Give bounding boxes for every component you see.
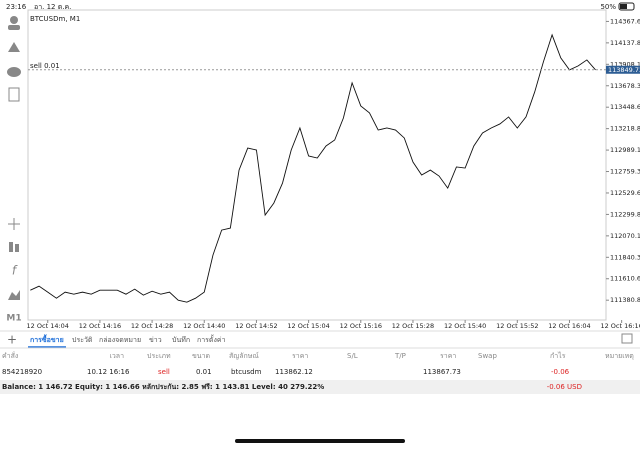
column-header: T/P	[394, 352, 406, 360]
x-tick-label: 12 Oct 15:04	[287, 322, 329, 330]
column-header: สัญลักษณ์	[229, 352, 259, 360]
price-line	[30, 33, 596, 303]
x-tick-label: 12 Oct 15:28	[392, 322, 434, 330]
chart-title: BTCUSDm, M1	[30, 15, 80, 23]
battery-icon	[618, 2, 635, 11]
y-tick-label: 111610.60	[610, 275, 640, 283]
x-tick-label: 12 Oct 14:40	[183, 322, 225, 330]
tab[interactable]: การตั้งค่า	[197, 333, 226, 344]
column-header: ประเภท	[147, 352, 171, 360]
icon-chat[interactable]	[7, 67, 21, 77]
x-tick-label: 12 Oct 14:28	[131, 322, 173, 330]
cell: 113867.73	[423, 368, 461, 376]
icon-candles[interactable]	[9, 242, 13, 252]
x-tick-label: 12 Oct 14:04	[27, 322, 69, 330]
plot-frame	[27, 9, 607, 321]
cell: 10.12 16:16	[87, 368, 130, 376]
y-tick-label: 112299.85	[610, 210, 640, 218]
tab[interactable]: ข่าว	[149, 336, 162, 344]
y-tick-label: 113908.10	[610, 60, 640, 68]
summary-bg	[0, 380, 640, 394]
x-tick-label: 12 Oct 15:52	[496, 322, 538, 330]
y-tick-label: 111380.85	[610, 296, 640, 304]
icon-layout[interactable]	[621, 333, 633, 344]
column-header: ราคา	[440, 352, 456, 360]
x-tick-label: 12 Oct 14:16	[79, 322, 121, 330]
x-tick-label: 12 Oct 14:52	[235, 322, 277, 330]
column-header: หมายเหตุ	[605, 352, 634, 360]
y-tick-label: 112989.10	[610, 146, 640, 154]
summary: Balance: 1 146.72 Equity: 1 146.66 หลักป…	[2, 383, 324, 391]
battery-level	[620, 4, 627, 9]
icon-indicators[interactable]: f	[12, 264, 18, 278]
column-header: เวลา	[109, 352, 124, 360]
icon-new[interactable]	[8, 87, 20, 102]
current-price-box	[606, 65, 640, 74]
icon-trade[interactable]	[8, 42, 20, 52]
y-tick-label: 113218.85	[610, 125, 640, 133]
column-header: S/L	[347, 352, 358, 360]
y-tick-label: 114367.60	[610, 17, 640, 25]
table: คำสั่ง เวลา ประเภท ขนาด สัญลักษณ์ ราคา S/L T/P ร…	[2, 351, 634, 376]
x-tick-label: 12 Oct 15:16	[340, 322, 382, 330]
order-label: sell 0.01	[30, 62, 60, 70]
date: อา. 12 ต.ค.	[34, 3, 71, 11]
cell: -0.06	[551, 368, 570, 376]
y-tick-label: 112070.10	[610, 232, 640, 240]
clock: 23:16	[6, 3, 27, 11]
tab[interactable]: กล่องจดหมาย	[99, 336, 141, 344]
column-header: คำสั่ง	[2, 351, 18, 360]
home-indicator	[235, 439, 405, 443]
summary-profit: -0.06 USD	[547, 383, 582, 391]
tab[interactable]: การซื้อขาย	[30, 333, 64, 344]
cell: sell	[158, 368, 170, 376]
x-tick-label: 12 Oct 16:16	[600, 322, 640, 330]
column-header: ขนาด	[192, 352, 210, 360]
y-tick-label: 112759.35	[610, 168, 640, 176]
y-tick-label: 112529.60	[610, 189, 640, 197]
column-header: ราคา	[292, 352, 308, 360]
column-header: กำไร	[550, 351, 566, 360]
icon-account[interactable]	[10, 16, 18, 24]
cell: btcusdm	[231, 368, 262, 376]
cell: 854218920	[2, 368, 42, 376]
tab[interactable]: ประวัติ	[72, 336, 93, 344]
x-tick-label: 12 Oct 16:04	[548, 322, 590, 330]
tab[interactable]: บันทึก	[172, 335, 190, 344]
cell: 113862.12	[275, 368, 313, 376]
y-tick-label: 113678.35	[610, 82, 640, 90]
icon-crosshair[interactable]	[8, 218, 20, 230]
battery-text: 50%	[600, 3, 616, 11]
column-header: Swap	[478, 352, 497, 360]
add-button[interactable]: +	[7, 333, 17, 347]
chart: BTCUSDm, M1 sell 0.01 114367.60 114137.85…	[27, 9, 640, 330]
toolbar: f M1	[6, 16, 22, 324]
y-tick-label: 113448.60	[610, 103, 640, 111]
tabs: การซื้อขาย ประวัติ กล่องจดหมาย ข่าว บันทึก กา…	[28, 333, 226, 348]
icon-timeframe[interactable]: M1	[6, 314, 21, 324]
y-tick-label: 111840.35	[610, 253, 640, 261]
y-tick-label: 114137.85	[610, 39, 640, 47]
x-tick-label: 12 Oct 15:40	[444, 322, 486, 330]
cell: 0.01	[196, 368, 212, 376]
icon-account-body[interactable]	[8, 25, 20, 30]
icon-candles-2[interactable]	[15, 244, 19, 252]
current-price-label: 113849.73	[608, 66, 640, 74]
icon-objects[interactable]	[8, 290, 20, 300]
